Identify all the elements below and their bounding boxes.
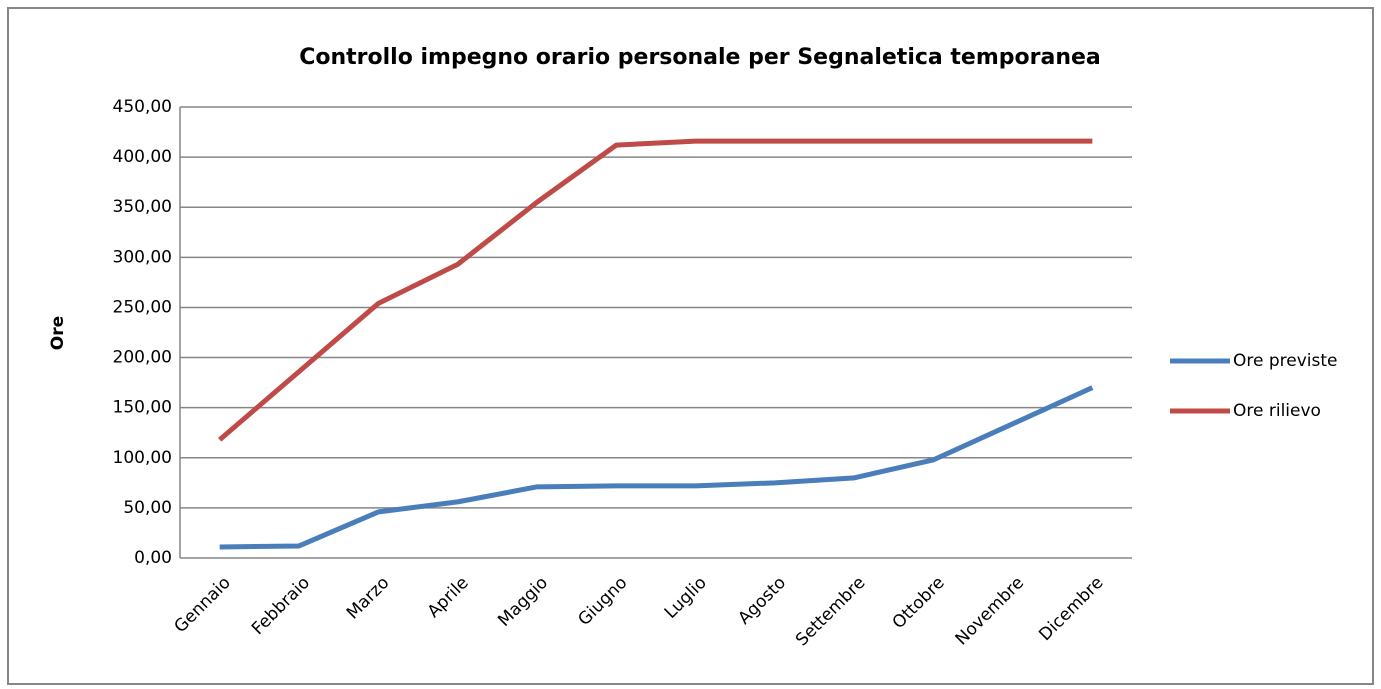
y-tick-label: 450,00 xyxy=(113,97,172,117)
y-tick-label: 400,00 xyxy=(113,147,172,167)
data-line xyxy=(218,138,1093,442)
y-axis-title: Ore xyxy=(48,316,68,350)
y-tick-label: 200,00 xyxy=(113,348,172,368)
y-tick-label: 50,00 xyxy=(123,498,172,518)
y-tick-label: 100,00 xyxy=(113,448,172,468)
y-tick-label: 150,00 xyxy=(113,398,172,418)
data-line xyxy=(219,385,1094,550)
chart-title: Controllo impegno orario personale per S… xyxy=(299,45,1101,70)
y-tick-label: 350,00 xyxy=(113,197,172,217)
legend-label: Ore previste xyxy=(1233,351,1338,371)
y-tick-label: 250,00 xyxy=(113,297,172,317)
y-tick-label: 0,00 xyxy=(134,548,172,568)
chart-border xyxy=(7,7,1374,685)
y-tick-label: 300,00 xyxy=(113,247,172,267)
legend-label: Ore rilievo xyxy=(1233,401,1321,421)
